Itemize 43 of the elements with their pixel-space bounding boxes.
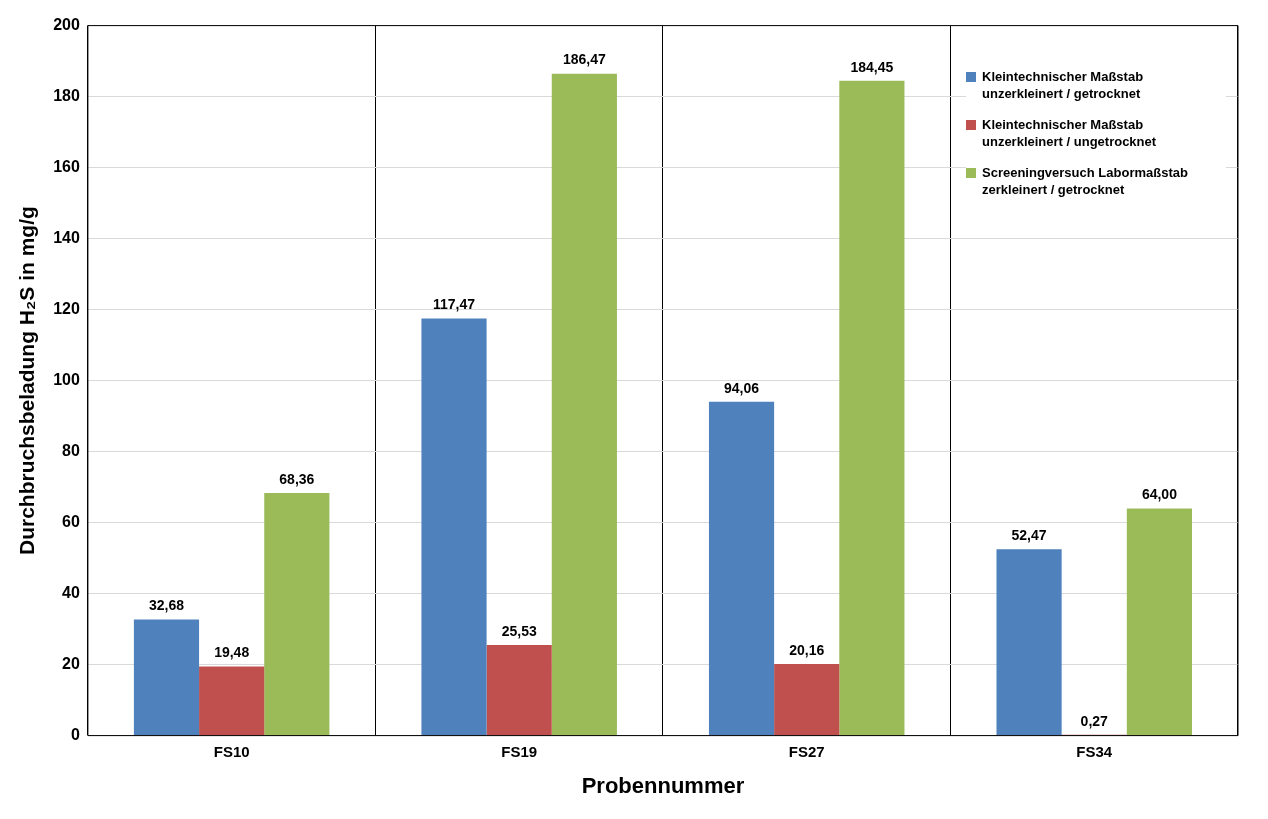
data-label: 19,48 xyxy=(214,644,250,661)
y-tick-label: 140 xyxy=(53,229,80,247)
bar xyxy=(199,666,265,736)
y-tick-label: 200 xyxy=(53,16,80,34)
bar xyxy=(839,80,905,736)
bar xyxy=(133,619,200,736)
y-tick-label: 40 xyxy=(62,584,80,602)
x-tick-label: FS34 xyxy=(1076,742,1113,760)
bar xyxy=(774,664,840,736)
data-label: 20,16 xyxy=(789,641,825,658)
y-tick-label: 60 xyxy=(62,513,80,531)
data-label: 186,47 xyxy=(562,51,606,68)
data-label: 64,00 xyxy=(1141,486,1178,503)
y-tick-label: 20 xyxy=(62,655,80,673)
bar xyxy=(486,644,552,736)
y-tick-label: 120 xyxy=(53,300,80,318)
data-label: 117,47 xyxy=(432,296,476,313)
y-axis-title: Durchbruchsbeladung H₂S in mg/g xyxy=(15,206,39,556)
data-label: 94,06 xyxy=(724,379,760,396)
x-tick-label: FS19 xyxy=(501,742,538,760)
bar xyxy=(996,549,1062,736)
bar xyxy=(421,318,487,736)
legend-label: Screeningversuch Labormaßstab zerkleinert / getrocknet xyxy=(982,164,1189,198)
legend-label: Kleintechnischer Maßstab unzerkleinert / ungetrocknet xyxy=(982,116,1158,150)
legend-label: Kleintechnischer Maßstab unzerkleinert / getrocknet xyxy=(982,68,1145,102)
x-tick-label: FS10 xyxy=(213,742,250,760)
bar xyxy=(1126,508,1192,736)
data-label: 184,45 xyxy=(850,58,894,75)
y-tick-label: 180 xyxy=(53,87,80,105)
x-axis-title: Probennummer xyxy=(581,772,745,798)
bar xyxy=(264,492,330,736)
bar xyxy=(708,401,775,736)
y-tick-label: 0 xyxy=(70,726,80,744)
bar xyxy=(551,73,617,736)
y-tick-label: 160 xyxy=(53,158,80,176)
y-tick-label: 100 xyxy=(53,371,80,389)
data-label: 68,36 xyxy=(279,470,315,487)
y-tick-label: 80 xyxy=(62,442,80,460)
data-label: 0,27 xyxy=(1080,712,1109,729)
data-label: 52,47 xyxy=(1011,527,1047,544)
x-tick-label: FS27 xyxy=(788,742,825,760)
data-label: 25,53 xyxy=(501,622,537,639)
data-label: 32,68 xyxy=(148,597,185,614)
